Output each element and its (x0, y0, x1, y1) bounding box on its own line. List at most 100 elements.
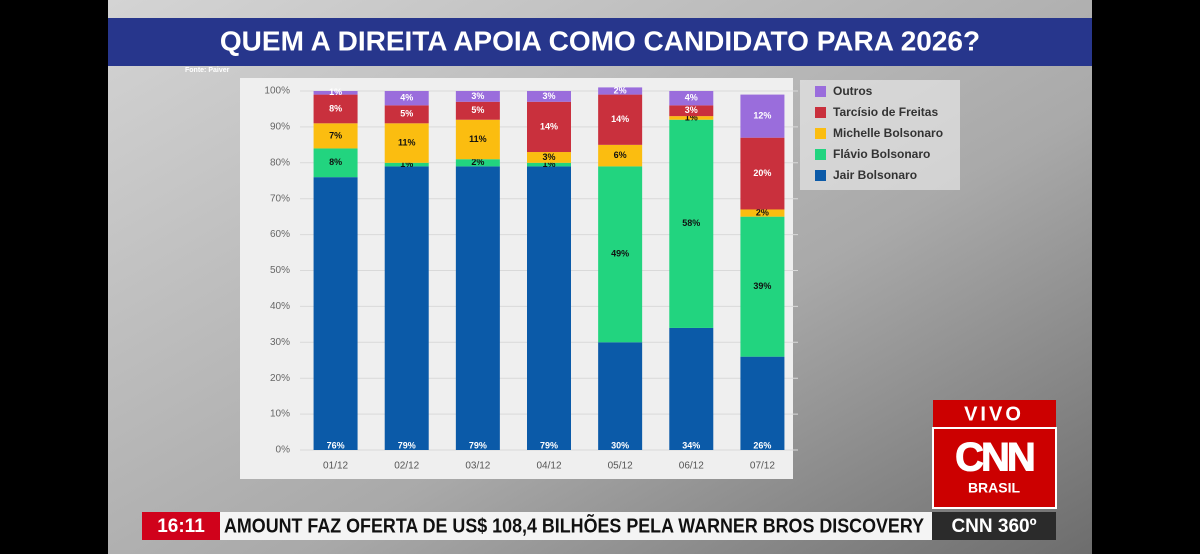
legend-label: Flávio Bolsonaro (833, 147, 930, 161)
bar-segment (455, 166, 500, 450)
bar-segment (313, 177, 358, 450)
live-badge (933, 400, 1056, 428)
ticker (220, 512, 932, 540)
bar-segment (669, 91, 714, 106)
bar-segment (527, 162, 571, 167)
bar-segment (598, 87, 643, 95)
x-tick-label: 04/12 (536, 461, 561, 472)
legend-swatch (815, 86, 826, 97)
value-label: 14% (611, 114, 629, 124)
legend-label: Michelle Bolsonaro (833, 126, 943, 140)
headline: AMOUNT FAZ OFERTA DE US$ 108,4 BILHÕES P… (224, 513, 925, 537)
legend-label: Outros (833, 84, 873, 98)
y-tick-label: 70% (270, 193, 290, 204)
bar-segment (598, 166, 643, 343)
legend-label: Jair Bolsonaro (833, 168, 917, 182)
value-label: 8% (329, 103, 342, 113)
logo-sub: BRASIL (968, 480, 1021, 496)
logo: CNN (955, 436, 1034, 480)
bar-segment (384, 123, 429, 163)
y-tick-label: 50% (270, 265, 290, 276)
value-label: 6% (614, 150, 627, 160)
value-label: 26% (753, 440, 771, 450)
bar-segment (669, 105, 714, 117)
value-label: 49% (611, 249, 629, 259)
value-label: 20% (753, 168, 771, 178)
value-label: 11% (398, 137, 416, 147)
bar-segment (384, 105, 429, 124)
legend-panel (800, 80, 960, 190)
value-label: 79% (469, 440, 487, 450)
x-tick-label: 01/12 (323, 461, 348, 472)
value-label: 58% (682, 218, 700, 228)
bar-segment (527, 166, 571, 450)
legend-swatch (815, 170, 826, 181)
logo-box (932, 427, 1057, 509)
legend-swatch (815, 128, 826, 139)
bar-segment (527, 91, 571, 102)
value-label: 39% (753, 281, 771, 291)
bar-segment (384, 162, 429, 167)
bar-segment (598, 94, 643, 145)
value-label: 1% (400, 159, 413, 169)
x-tick-label: 06/12 (679, 461, 704, 472)
value-label: 1% (542, 159, 555, 169)
time-box (142, 512, 220, 540)
y-tick-label: 80% (270, 157, 290, 168)
value-label: 30% (611, 440, 629, 450)
chart-title: QUEM A DIREITA APOIA COMO CANDIDATO PARA… (220, 25, 980, 56)
legend-swatch (815, 149, 826, 160)
bar-segment (740, 137, 785, 210)
bar-segment (455, 119, 500, 160)
bar-segment (740, 356, 785, 450)
value-label: 4% (400, 93, 413, 103)
bar-segment (669, 327, 714, 450)
value-label: 3% (542, 152, 555, 162)
live-text: VIVO (964, 403, 1024, 425)
program-box (932, 512, 1056, 540)
bar-segment (740, 209, 785, 217)
program: CNN 360º (951, 516, 1036, 537)
value-label: 79% (540, 440, 558, 450)
bar-segment (740, 216, 785, 357)
y-tick-label: 40% (270, 301, 290, 312)
x-tick-label: 05/12 (608, 461, 633, 472)
bar-segment (527, 152, 571, 163)
source: Fonte: Paiver (185, 67, 230, 74)
x-tick-label: 02/12 (394, 461, 419, 472)
y-tick-label: 20% (270, 373, 290, 384)
value-label: 5% (471, 105, 484, 115)
value-label: 5% (400, 109, 413, 119)
value-label: 79% (398, 440, 416, 450)
bar-segment (455, 101, 500, 120)
bar-segment (598, 144, 643, 167)
bar-segment (313, 148, 358, 178)
value-label: 11% (469, 134, 487, 144)
value-label: 3% (685, 105, 698, 115)
y-tick-label: 90% (270, 122, 290, 133)
value-label: 1% (685, 112, 698, 122)
bar-segment (384, 166, 429, 450)
bar-segment (384, 91, 429, 106)
bar-segment (527, 101, 571, 153)
value-label: 2% (614, 85, 627, 95)
y-tick-label: 10% (270, 409, 290, 420)
value-label: 7% (329, 130, 342, 140)
title-band (108, 18, 1092, 66)
bar-segment (313, 91, 358, 95)
value-label: 2% (471, 157, 484, 167)
bar-segment (313, 123, 358, 149)
value-label: 12% (753, 111, 771, 121)
x-tick-label: 07/12 (750, 461, 775, 472)
bar-segment (669, 116, 714, 120)
bar-segment (740, 94, 785, 138)
value-label: 14% (540, 121, 558, 131)
value-label: 2% (756, 207, 769, 217)
value-label: 76% (327, 440, 345, 450)
legend-label: Tarcísio de Freitas (833, 105, 938, 119)
y-tick-label: 0% (276, 445, 291, 456)
bar-segment (669, 119, 714, 328)
y-tick-label: 30% (270, 337, 290, 348)
bar-segment (455, 91, 500, 102)
